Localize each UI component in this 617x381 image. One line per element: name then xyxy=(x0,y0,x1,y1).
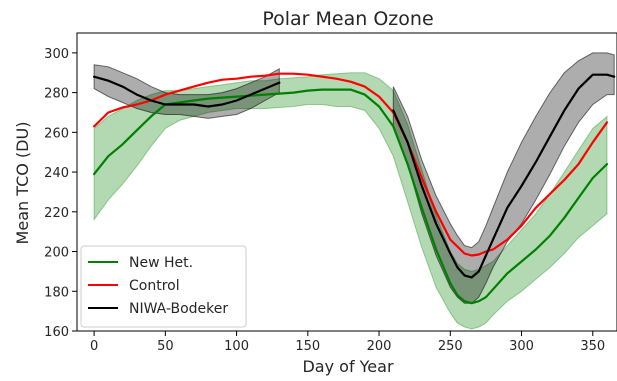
y-tick-label: 220 xyxy=(44,206,69,221)
legend-label-control: Control xyxy=(129,278,180,294)
legend-box xyxy=(80,245,247,328)
x-tick-label: 50 xyxy=(157,339,174,354)
x-axis: 0 50 100 150 200 250 300 350 xyxy=(90,331,605,354)
plot-frame xyxy=(76,32,617,332)
legend: New Het. Control NIWA-Bodeker xyxy=(80,245,247,328)
y-tick-label: 240 xyxy=(44,166,69,181)
legend-label-new-het: New Het. xyxy=(129,255,193,271)
x-tick-label: 150 xyxy=(295,339,320,354)
series-lines xyxy=(93,72,616,305)
y-tick-label: 300 xyxy=(44,47,69,62)
x-axis-label: Day of Year xyxy=(302,357,393,376)
x-tick-label: 300 xyxy=(509,339,534,354)
y-axis: 160 180 200 220 240 260 280 300 xyxy=(44,47,77,340)
series-line-control xyxy=(93,72,609,257)
x-tick-label: 350 xyxy=(580,339,605,354)
y-tick-label: 160 xyxy=(44,325,69,340)
legend-label-niwa-bodeker: NIWA-Bodeker xyxy=(129,301,228,317)
y-tick-label: 180 xyxy=(44,285,69,300)
y-tick-label: 200 xyxy=(44,246,69,261)
series-line-new-het xyxy=(93,88,609,305)
x-tick-label: 250 xyxy=(438,339,463,354)
y-axis-label: Mean TCO (DU) xyxy=(13,122,32,245)
y-tick-label: 260 xyxy=(44,126,69,141)
x-tick-label: 200 xyxy=(367,339,392,354)
chart-title: Polar Mean Ozone xyxy=(262,8,433,30)
x-tick-label: 0 xyxy=(90,339,98,354)
band-niwa-bodeker-2 xyxy=(392,52,615,304)
series-line-niwa-bodeker xyxy=(93,73,616,279)
x-tick-label: 100 xyxy=(224,339,249,354)
y-tick-label: 280 xyxy=(44,87,69,102)
